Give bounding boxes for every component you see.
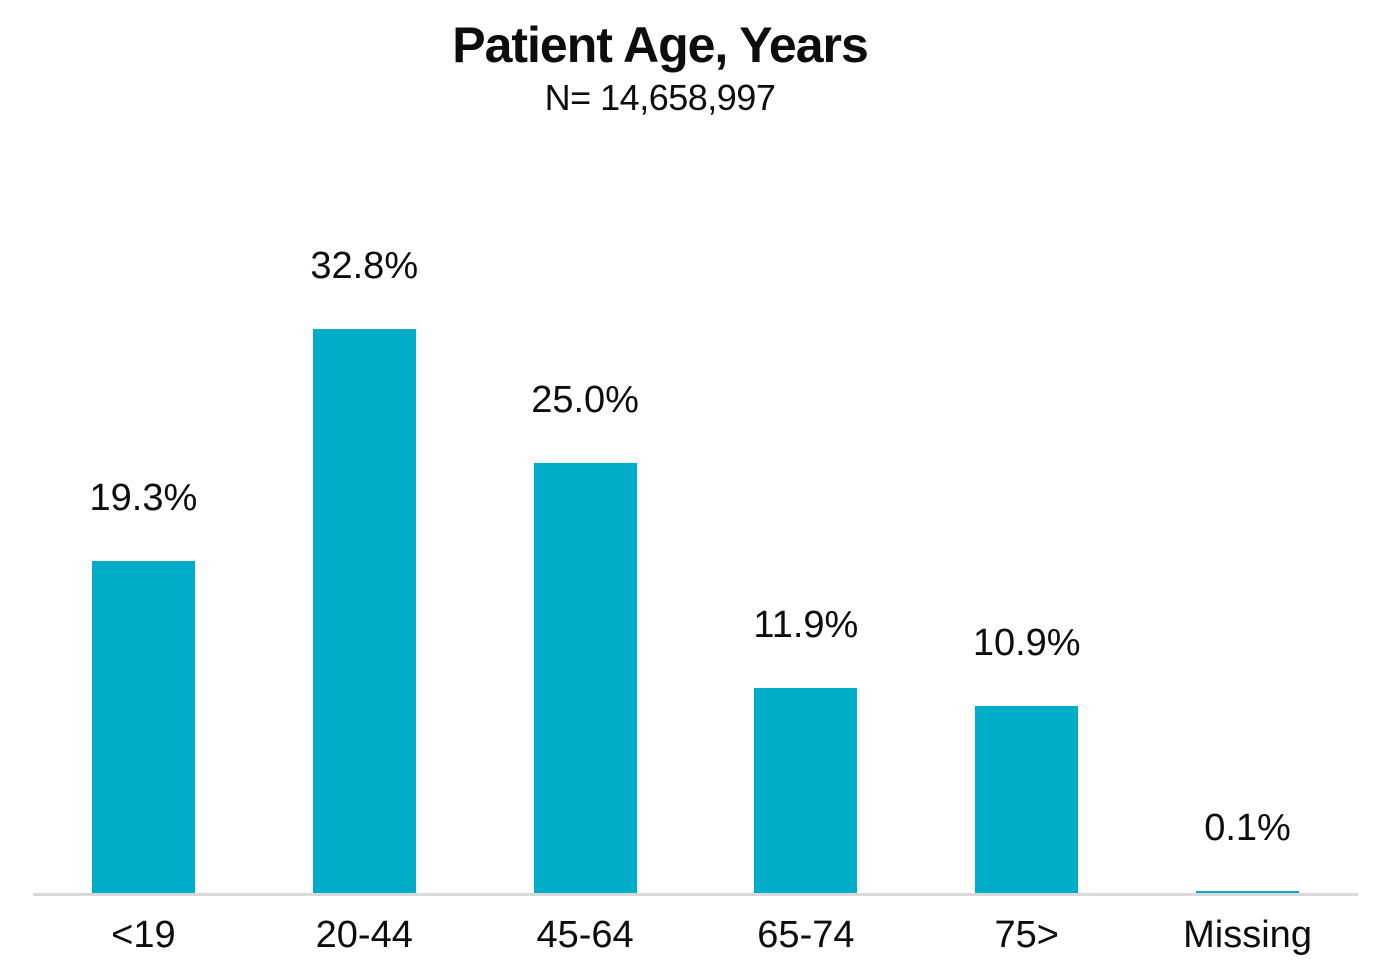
chart-subtitle-sample-size: N= 14,658,997 — [544, 77, 776, 118]
bar-column: 19.3% — [33, 160, 254, 893]
x-axis-label: 65-74 — [757, 914, 855, 956]
bar — [312, 329, 416, 893]
bar-column: 10.9% — [916, 160, 1137, 893]
chart-title: Patient Age, Years — [452, 17, 869, 73]
bar-column: 25.0% — [475, 160, 696, 893]
x-axis-label: <19 — [111, 914, 176, 956]
bar — [1196, 891, 1300, 893]
x-axis-label: 20-44 — [315, 914, 413, 956]
bar — [754, 688, 858, 893]
x-axis-label: 45-64 — [536, 914, 634, 956]
bar-value-label: 0.1% — [1204, 807, 1291, 850]
plot-area: 19.3% 32.8% 25.0% 11.9% 10.9% 0.1% — [33, 160, 1358, 896]
bar-value-label: 10.9% — [972, 622, 1081, 665]
bar — [91, 561, 195, 893]
x-axis-label: 75> — [994, 914, 1059, 956]
bar-value-label: 19.3% — [89, 477, 198, 520]
bar — [975, 706, 1079, 893]
bar-value-label: 25.0% — [531, 379, 639, 422]
x-axis-label: Missing — [1183, 914, 1312, 956]
bar-value-label: 11.9% — [753, 604, 859, 647]
bar-column: 11.9% — [695, 160, 916, 893]
bar-column: 0.1% — [1137, 160, 1358, 893]
bar-value-label: 32.8% — [310, 245, 419, 288]
bar-column: 32.8% — [254, 160, 475, 893]
x-axis: <19 20-44 45-64 65-74 75> Missing — [33, 914, 1358, 957]
chart-header: Patient Age, Years N= 14,658,997 — [0, 18, 1390, 119]
bar — [533, 463, 637, 893]
